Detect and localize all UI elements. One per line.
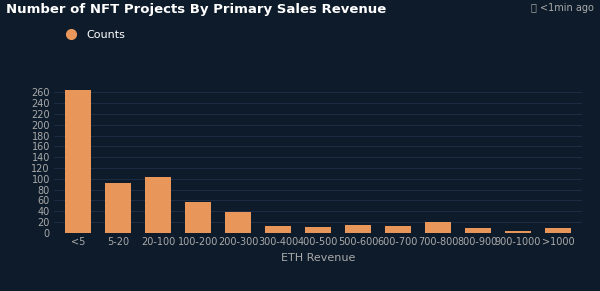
Bar: [265, 226, 291, 233]
Bar: [145, 177, 171, 233]
Bar: [305, 227, 331, 233]
Bar: [185, 202, 211, 233]
Text: Number of NFT Projects By Primary Sales Revenue: Number of NFT Projects By Primary Sales …: [6, 3, 386, 16]
Bar: [65, 90, 91, 233]
Bar: [465, 228, 491, 233]
Bar: [505, 231, 531, 233]
Legend: Counts: Counts: [59, 29, 125, 40]
Bar: [425, 222, 451, 233]
Bar: [385, 226, 411, 233]
Bar: [105, 182, 131, 233]
Text: ⌛ <1min ago: ⌛ <1min ago: [531, 3, 594, 13]
Bar: [345, 225, 371, 233]
X-axis label: ETH Revenue: ETH Revenue: [281, 253, 355, 262]
Bar: [225, 212, 251, 233]
Bar: [545, 228, 571, 233]
